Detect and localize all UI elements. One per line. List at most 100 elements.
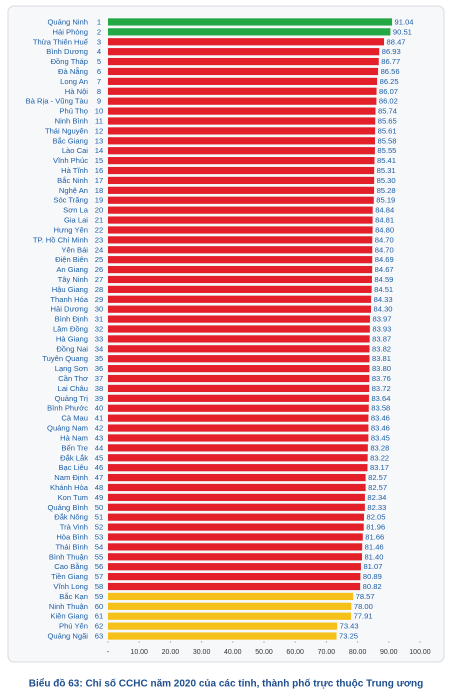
- x-tick-label: 20.00: [162, 649, 180, 656]
- rank-label: 38: [95, 384, 103, 393]
- category-label: Hà Giang: [56, 334, 88, 343]
- category-label: Thừa Thiên Huế: [33, 37, 89, 46]
- value-label: 84.81: [375, 216, 394, 225]
- rank-label: 49: [95, 493, 103, 502]
- bar: [108, 97, 377, 105]
- value-label: 83.45: [371, 433, 390, 442]
- value-label: 85.31: [377, 166, 396, 175]
- bar: [108, 503, 365, 511]
- value-label: 84.33: [374, 295, 393, 304]
- rank-label: 34: [95, 344, 103, 353]
- rank-label: 40: [95, 404, 103, 413]
- category-label: Kon Tum: [58, 493, 88, 502]
- category-label: Long An: [60, 77, 88, 86]
- category-label: Cần Thơ: [58, 374, 88, 383]
- value-label: 83.80: [372, 364, 391, 373]
- value-label: 85.74: [378, 107, 397, 116]
- rank-label: 51: [95, 513, 103, 522]
- value-label: 82.33: [367, 503, 386, 512]
- rank-label: 45: [95, 453, 103, 462]
- value-label: 84.67: [375, 265, 394, 274]
- category-label: Lào Cai: [62, 146, 88, 155]
- rank-label: 1: [97, 17, 101, 26]
- rank-label: 17: [95, 176, 103, 185]
- category-label: Gia Lai: [64, 216, 88, 225]
- category-label: Quảng Nam: [47, 424, 88, 433]
- bar: [108, 553, 362, 561]
- rank-label: 14: [95, 146, 103, 155]
- value-label: 85.65: [378, 117, 397, 126]
- rank-label: 62: [95, 622, 103, 631]
- category-label: Lạng Sơn: [55, 364, 88, 373]
- value-label: 83.97: [372, 315, 391, 324]
- category-label: Bến Tre: [61, 443, 88, 452]
- category-label: Điện Biên: [55, 255, 88, 264]
- bar: [108, 176, 375, 185]
- category-label: An Giang: [56, 265, 88, 274]
- rank-label: 56: [95, 562, 103, 571]
- rank-label: 61: [95, 612, 103, 621]
- category-label: Bình Dương: [46, 47, 88, 56]
- value-label: 88.47: [387, 37, 406, 46]
- bar: [108, 226, 373, 234]
- bar: [108, 493, 365, 501]
- bar: [108, 256, 373, 264]
- value-label: 85.55: [377, 146, 396, 155]
- value-label: 80.89: [363, 572, 382, 581]
- bar: [108, 166, 375, 175]
- bar: [108, 38, 385, 46]
- bar: [108, 355, 370, 363]
- bar: [108, 216, 373, 224]
- x-tick-label: 80.00: [349, 649, 367, 656]
- bar: [108, 573, 361, 581]
- bar: [108, 127, 376, 135]
- category-label: Bình Thuận: [49, 552, 88, 561]
- bar: [108, 157, 375, 165]
- bar: [108, 236, 373, 244]
- value-label: 82.34: [367, 493, 386, 502]
- rank-label: 26: [95, 265, 103, 274]
- value-label: 81.96: [366, 523, 385, 532]
- rank-label: 29: [95, 295, 103, 304]
- x-tick-label: 70.00: [318, 649, 336, 656]
- bar: [108, 315, 370, 323]
- x-tick-label: 100.00: [409, 649, 431, 656]
- category-label: Quảng Bình: [47, 503, 88, 512]
- value-label: 83.64: [371, 394, 390, 403]
- bar: [108, 67, 379, 76]
- category-label: Tuyên Quang: [42, 354, 88, 363]
- value-label: 83.46: [371, 414, 390, 423]
- category-label: Hà Tĩnh: [61, 166, 88, 175]
- bar: [108, 137, 376, 145]
- value-label: 81.66: [365, 533, 384, 542]
- rank-label: 7: [97, 77, 101, 86]
- category-label: Hải Dương: [51, 305, 89, 314]
- category-label: Cao Bằng: [54, 562, 88, 571]
- value-label: 84.51: [374, 285, 393, 294]
- bar: [108, 543, 363, 551]
- rank-label: 53: [95, 533, 103, 542]
- rank-label: 12: [95, 126, 103, 135]
- category-label: Quảng Ninh: [47, 17, 88, 26]
- rank-label: 22: [95, 225, 103, 234]
- value-label: 84.80: [375, 225, 394, 234]
- category-label: Thái Nguyên: [45, 126, 88, 135]
- value-label: 81.40: [364, 552, 383, 561]
- rank-label: 9: [97, 97, 101, 106]
- category-label: Ninh Bình: [55, 117, 88, 126]
- bar: [108, 28, 391, 36]
- value-label: 83.46: [371, 424, 390, 433]
- value-label: 86.07: [379, 87, 398, 96]
- value-label: 85.28: [377, 186, 396, 195]
- bar: [108, 18, 393, 26]
- bar: [108, 612, 352, 620]
- bar: [108, 622, 338, 630]
- bar: [108, 513, 364, 521]
- value-label: 83.76: [372, 374, 391, 383]
- rank-label: 20: [95, 206, 103, 215]
- value-label: 78.57: [356, 592, 375, 601]
- rank-label: 16: [95, 166, 103, 175]
- bar: [108, 394, 369, 402]
- rank-label: 39: [95, 394, 103, 403]
- value-label: 86.02: [379, 97, 398, 106]
